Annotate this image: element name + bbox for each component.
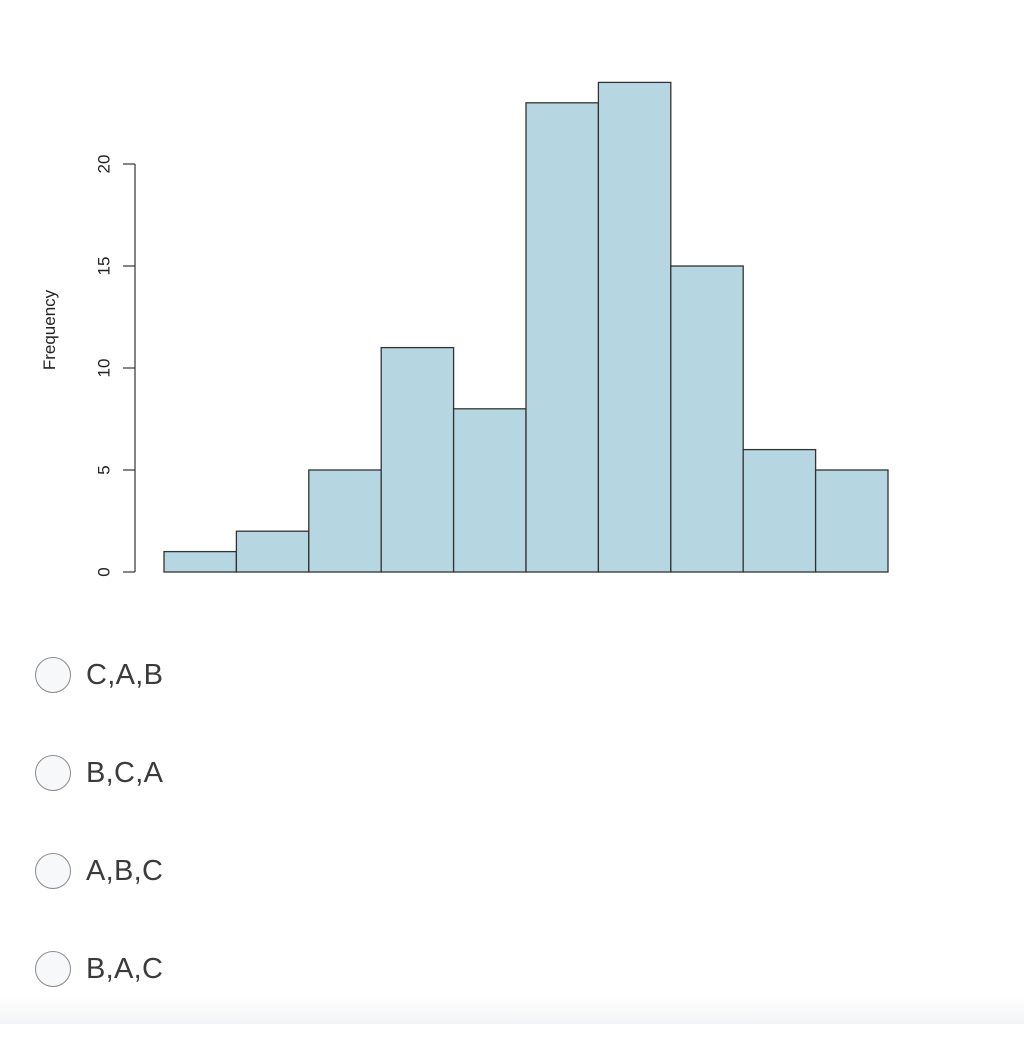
option-label: C,A,B bbox=[86, 658, 164, 691]
y-tick-label: 5 bbox=[95, 465, 114, 474]
y-axis: 0 5 10 15 20 bbox=[95, 155, 136, 577]
y-tick-label: 15 bbox=[95, 257, 114, 276]
histogram-bar bbox=[308, 469, 382, 573]
y-tick-label: 20 bbox=[95, 155, 114, 174]
radio-button[interactable] bbox=[35, 755, 71, 791]
option-2[interactable]: B,C,A bbox=[35, 753, 163, 793]
option-label: A,B,C bbox=[86, 854, 164, 887]
option-1[interactable]: C,A,B bbox=[35, 655, 163, 695]
y-tick-label: 0 bbox=[95, 567, 114, 576]
radio-button[interactable] bbox=[35, 853, 71, 889]
y-tick-label: 10 bbox=[95, 359, 114, 378]
histogram-bar bbox=[814, 469, 889, 573]
option-label: B,C,A bbox=[86, 756, 164, 789]
histogram-bar bbox=[670, 265, 744, 573]
bars bbox=[163, 81, 889, 573]
histogram-bar bbox=[452, 408, 527, 573]
histogram-bar bbox=[235, 530, 310, 573]
answer-options: C,A,B B,C,A A,B,C B,A,C bbox=[35, 655, 163, 1047]
option-4[interactable]: B,A,C bbox=[35, 949, 163, 989]
radio-button[interactable] bbox=[35, 951, 71, 987]
y-axis-label: Frequency bbox=[40, 289, 59, 370]
radio-button[interactable] bbox=[35, 657, 71, 693]
histogram-bar bbox=[597, 81, 672, 573]
histogram-bar bbox=[380, 346, 455, 573]
histogram-bar bbox=[163, 550, 238, 573]
footer-strip bbox=[0, 996, 1024, 1024]
histogram-bar bbox=[742, 448, 817, 573]
option-3[interactable]: A,B,C bbox=[35, 851, 163, 891]
option-label: B,A,C bbox=[86, 952, 164, 985]
histogram-chart: Frequency 0 5 10 15 20 bbox=[40, 81, 889, 577]
histogram-bar bbox=[525, 102, 600, 573]
